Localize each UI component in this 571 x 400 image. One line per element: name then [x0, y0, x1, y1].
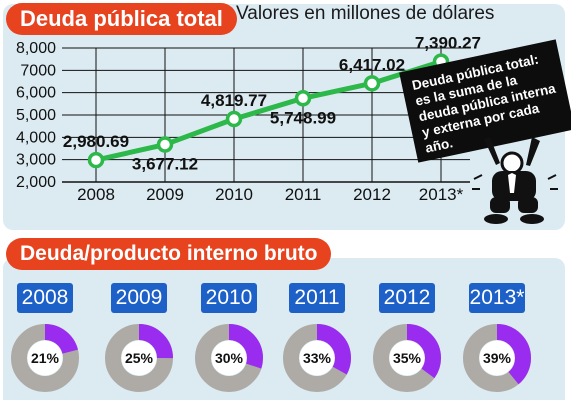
donut-label: 33% — [303, 350, 332, 366]
year-tab: 2010 — [201, 283, 257, 313]
x-tick-label: 2011 — [285, 185, 322, 204]
data-point — [87, 151, 105, 169]
year-tab: 2012 — [379, 283, 435, 313]
data-label: 2,980.69 — [63, 132, 129, 151]
x-tick-label: 2012 — [353, 185, 391, 204]
y-tick-label: 4,000 — [16, 129, 56, 146]
data-label: 6,417.02 — [339, 55, 405, 74]
year-tab: 2011 — [289, 283, 345, 313]
data-point — [363, 75, 381, 92]
data-label: 4,819.77 — [201, 91, 267, 110]
donut-label: 21% — [31, 350, 60, 366]
donut-label: 35% — [393, 350, 422, 366]
y-tick-label: 7000 — [20, 62, 56, 79]
donut-hole — [27, 340, 63, 376]
donut-label: 25% — [125, 350, 154, 366]
data-label: 7,390.27 — [415, 34, 481, 53]
y-tick-label: 5,000 — [16, 107, 56, 124]
x-tick-label: 2009 — [146, 185, 184, 204]
donut-slice — [105, 324, 173, 392]
mascot-illustration — [472, 137, 558, 224]
donut-slice — [373, 324, 441, 392]
data-label: 3,677.12 — [132, 155, 198, 174]
data-point — [225, 110, 243, 128]
series-line — [95, 59, 442, 163]
y-tick-label: 2,000 — [16, 174, 56, 191]
ratio-chart-title: Deuda/producto interno bruto — [6, 238, 332, 270]
debt-chart-title: Deuda pública total — [6, 3, 237, 35]
donut-chart: 39% — [463, 324, 531, 392]
y-tick-label: 6,000 — [16, 85, 56, 102]
data-label: 5,748.99 — [270, 108, 336, 127]
debt-chart-subtitle: Valores en millones de dólares — [236, 3, 495, 24]
donut-slice — [11, 324, 79, 392]
donut-chart: 33% — [283, 324, 351, 392]
donut-chart: 21% — [11, 324, 79, 392]
donut-slice — [195, 324, 263, 392]
donut-hole — [299, 340, 335, 376]
data-point — [294, 90, 312, 107]
donut-slice — [283, 324, 351, 392]
year-tab: 2008 — [17, 283, 73, 313]
debt-line-chart: 2,000 3,000 4,000 5,000 6,000 7000 8,000 2008 20… — [16, 34, 481, 204]
donut-slice — [463, 324, 531, 392]
donut-hole — [389, 340, 425, 376]
x-tick-label: 2010 — [215, 185, 253, 204]
y-tick-label: 3,000 — [16, 152, 56, 169]
y-tick-label: 8,000 — [16, 40, 56, 57]
x-tick-label: 2008 — [77, 185, 115, 204]
year-tab: 2009 — [111, 283, 167, 313]
donut-chart: 35% — [373, 324, 441, 392]
donut-label: 30% — [215, 350, 244, 366]
donut-label: 39% — [483, 350, 512, 366]
data-point — [156, 136, 174, 153]
donut-hole — [121, 340, 157, 376]
donut-chart: 30% — [195, 324, 263, 392]
donut-hole — [479, 340, 515, 376]
donut-hole — [211, 340, 247, 376]
year-tab: 2013* — [469, 283, 525, 313]
x-tick-label: 2013* — [419, 185, 464, 204]
donut-chart: 25% — [105, 324, 173, 392]
